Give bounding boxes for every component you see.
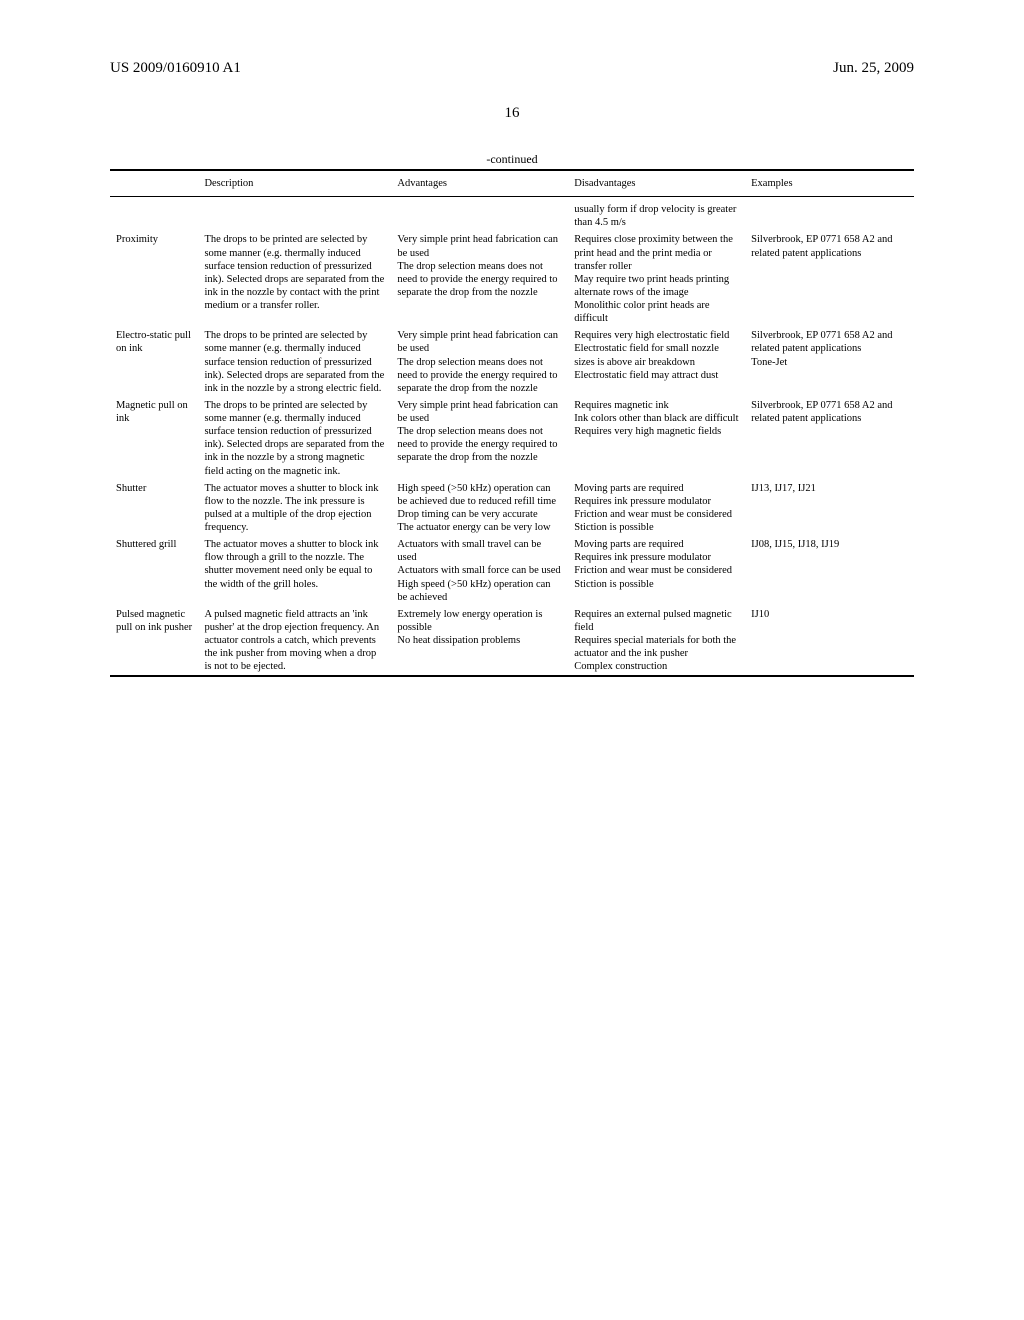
cell-examples [745,197,914,232]
cell-examples: Silverbrook, EP 0771 658 A2 and related … [745,397,914,480]
cell-description [198,197,391,232]
patent-page: US 2009/0160910 A1 Jun. 25, 2009 16 -con… [0,0,1024,717]
cell-advantages: Very simple print head fabrication can b… [391,231,568,327]
table-row: Shuttered grillThe actuator moves a shut… [110,536,914,606]
cell-disadvantages: Requires magnetic ink Ink colors other t… [568,397,745,480]
technology-table-wrapper: Description Advantages Disadvantages Exa… [110,169,914,677]
cell-name [110,197,198,232]
cell-description: A pulsed magnetic field attracts an 'ink… [198,606,391,676]
cell-description: The drops to be printed are selected by … [198,397,391,480]
cell-advantages: Very simple print head fabrication can b… [391,397,568,480]
cell-description: The actuator moves a shutter to block in… [198,480,391,537]
cell-disadvantages: Requires very high electrostatic field E… [568,327,745,397]
col-header-disadvantages: Disadvantages [568,171,745,197]
table-row: Pulsed magnetic pull on ink pusherA puls… [110,606,914,676]
cell-disadvantages: usually form if drop velocity is greater… [568,197,745,232]
technology-table: Description Advantages Disadvantages Exa… [110,171,914,675]
table-header-row: Description Advantages Disadvantages Exa… [110,171,914,197]
cell-name: Shuttered grill [110,536,198,606]
cell-examples: Silverbrook, EP 0771 658 A2 and related … [745,231,914,327]
cell-examples: IJ08, IJ15, IJ18, IJ19 [745,536,914,606]
cell-advantages: High speed (>50 kHz) operation can be ac… [391,480,568,537]
cell-name: Proximity [110,231,198,327]
cell-disadvantages: Requires an external pulsed magnetic fie… [568,606,745,676]
col-header-description: Description [198,171,391,197]
cell-name: Pulsed magnetic pull on ink pusher [110,606,198,676]
cell-description: The drops to be printed are selected by … [198,231,391,327]
col-header-advantages: Advantages [391,171,568,197]
page-header: US 2009/0160910 A1 Jun. 25, 2009 [110,60,914,77]
table-row: ShutterThe actuator moves a shutter to b… [110,480,914,537]
cell-disadvantages: Moving parts are required Requires ink p… [568,536,745,606]
cell-advantages [391,197,568,232]
cell-advantages: Actuators with small travel can be used … [391,536,568,606]
publication-date: Jun. 25, 2009 [833,60,914,77]
cell-examples: IJ13, IJ17, IJ21 [745,480,914,537]
continued-label: -continued [110,152,914,167]
page-number: 16 [110,105,914,122]
cell-examples: IJ10 [745,606,914,676]
table-body: usually form if drop velocity is greater… [110,197,914,676]
cell-name: Magnetic pull on ink [110,397,198,480]
table-row-prelude: usually form if drop velocity is greater… [110,197,914,232]
table-row: ProximityThe drops to be printed are sel… [110,231,914,327]
table-row: Magnetic pull on inkThe drops to be prin… [110,397,914,480]
cell-disadvantages: Moving parts are required Requires ink p… [568,480,745,537]
cell-description: The drops to be printed are selected by … [198,327,391,397]
cell-advantages: Extremely low energy operation is possib… [391,606,568,676]
table-row: Electro-static pull on inkThe drops to b… [110,327,914,397]
cell-name: Electro-static pull on ink [110,327,198,397]
publication-number: US 2009/0160910 A1 [110,60,241,77]
col-header-examples: Examples [745,171,914,197]
cell-disadvantages: Requires close proximity between the pri… [568,231,745,327]
col-header-name [110,171,198,197]
cell-examples: Silverbrook, EP 0771 658 A2 and related … [745,327,914,397]
cell-name: Shutter [110,480,198,537]
cell-advantages: Very simple print head fabrication can b… [391,327,568,397]
cell-description: The actuator moves a shutter to block in… [198,536,391,606]
